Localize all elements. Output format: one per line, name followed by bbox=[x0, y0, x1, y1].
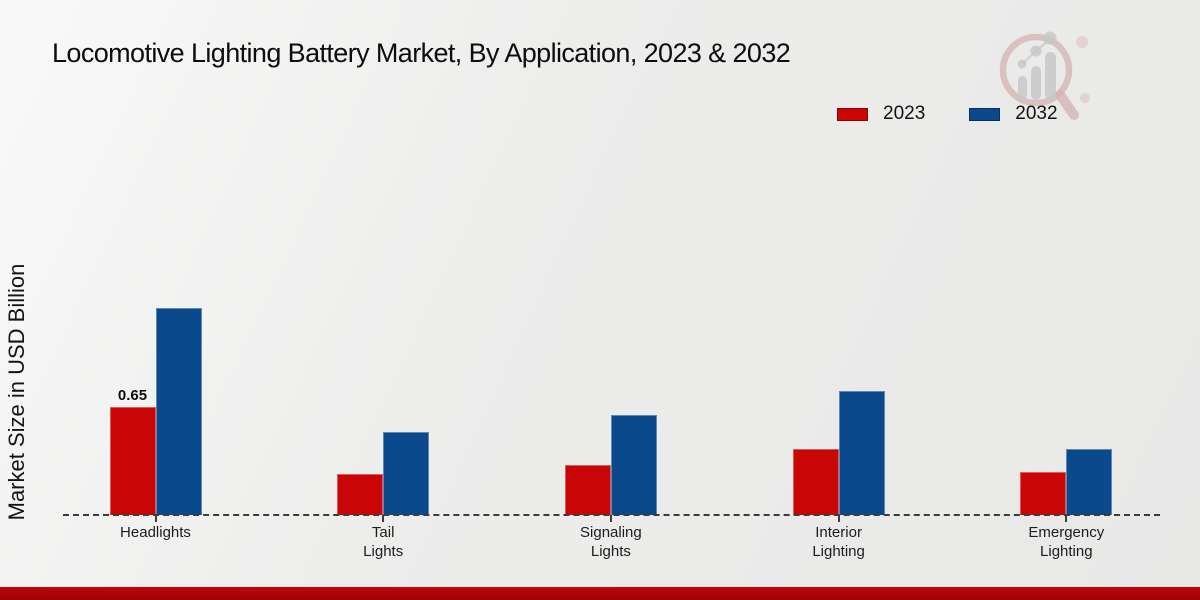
page-title: Locomotive Lighting Battery Market, By A… bbox=[52, 38, 791, 68]
bar-2023-interior-lighting bbox=[792, 448, 839, 515]
bar-2032-signaling-lights bbox=[610, 415, 657, 515]
x-tick-label-headlights: Headlights bbox=[120, 524, 191, 541]
legend-label-2023: 2023 bbox=[883, 103, 926, 124]
legend-swatch-2032 bbox=[969, 107, 1001, 121]
x-tick-label-signaling-lights: Signaling Lights bbox=[580, 524, 642, 560]
x-tick-headlights bbox=[154, 515, 157, 522]
bar-2032-interior-lighting bbox=[838, 390, 885, 515]
magnifier-bar-chart-logo-icon bbox=[999, 31, 1090, 120]
x-tick-signaling-lights bbox=[609, 515, 612, 522]
data-label-2023-headlights: 0.65 bbox=[117, 387, 148, 405]
legend-swatch-2023 bbox=[837, 107, 868, 121]
bar-2023-headlights bbox=[109, 407, 156, 515]
y-axis-label: Market Size in USD Billion bbox=[4, 263, 29, 521]
bar-2032-tail-lights bbox=[383, 432, 430, 515]
x-tick-emergency-lighting bbox=[1065, 515, 1068, 522]
bar-2032-headlights bbox=[155, 307, 202, 515]
x-tick-label-emergency-lighting: Emergency Lighting bbox=[1028, 524, 1105, 560]
legend: 2023 2032 bbox=[837, 103, 1058, 125]
x-axis-dashed-baseline bbox=[63, 514, 1160, 516]
legend-item-2023: 2023 bbox=[837, 103, 925, 125]
legend-label-2032: 2032 bbox=[1015, 103, 1058, 124]
x-tick-label-interior-lighting: Interior Lighting bbox=[812, 524, 865, 560]
bar-2023-tail-lights bbox=[337, 473, 384, 515]
legend-item-2032: 2032 bbox=[969, 103, 1058, 125]
x-tick-tail-lights bbox=[382, 515, 385, 522]
x-tick-interior-lighting bbox=[837, 515, 840, 522]
footer-accent-bar bbox=[0, 587, 1200, 600]
bar-2023-emergency-lighting bbox=[1020, 471, 1067, 515]
x-tick-label-tail-lights: Tail Lights bbox=[363, 524, 404, 560]
bar-2023-signaling-lights bbox=[564, 465, 611, 515]
bar-2032-emergency-lighting bbox=[1066, 448, 1113, 515]
